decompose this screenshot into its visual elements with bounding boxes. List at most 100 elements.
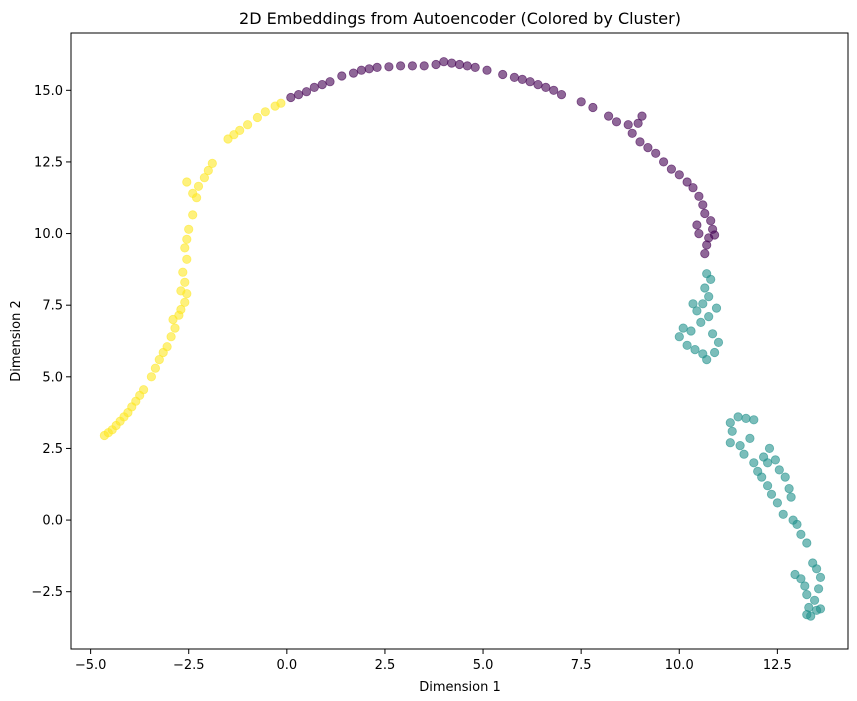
x-tick-label: 5.0 <box>473 658 494 673</box>
scatter-point-cluster-1 <box>702 240 712 250</box>
scatter-point-cluster-0 <box>170 323 180 333</box>
scatter-point-cluster-2 <box>809 595 820 605</box>
scatter-point-cluster-1 <box>682 177 692 187</box>
scatter-point-cluster-0 <box>193 181 204 191</box>
scatter-point-cluster-1 <box>674 170 684 180</box>
x-tick-label: 10.0 <box>665 658 694 673</box>
scatter-point-cluster-2 <box>796 529 806 540</box>
scatter-point-cluster-1 <box>301 87 312 97</box>
scatter-point-cluster-0 <box>252 112 262 123</box>
scatter-point-cluster-1 <box>706 216 716 226</box>
scatter-point-cluster-0 <box>176 304 186 315</box>
points-layer <box>99 57 826 621</box>
scatter-point-cluster-2 <box>770 455 781 465</box>
y-tick-label: 7.5 <box>42 299 63 314</box>
scatter-point-cluster-2 <box>690 344 700 355</box>
scatter-point-cluster-2 <box>682 340 692 350</box>
scatter-point-cluster-1 <box>627 128 637 138</box>
scatter-point-cluster-2 <box>815 572 826 583</box>
scatter-point-cluster-1 <box>694 229 704 239</box>
scatter-point-cluster-2 <box>778 509 788 519</box>
y-tick-label: 0.0 <box>42 514 63 529</box>
scatter-point-cluster-1 <box>447 58 457 68</box>
scatter-point-cluster-0 <box>235 125 245 135</box>
scatter-point-cluster-1 <box>337 71 347 81</box>
scatter-point-cluster-2 <box>762 458 773 468</box>
x-tick-label: 12.5 <box>763 658 792 673</box>
scatter-point-cluster-2 <box>692 306 702 316</box>
x-tick-label: −5.0 <box>75 658 107 673</box>
scatter-point-cluster-1 <box>395 61 406 71</box>
scatter-point-cluster-0 <box>178 267 188 277</box>
scatter-point-cluster-0 <box>166 332 176 342</box>
scatter-point-cluster-1 <box>576 97 586 107</box>
scatter-point-cluster-1 <box>372 62 382 73</box>
scatter-point-cluster-1 <box>549 85 559 95</box>
scatter-point-cluster-0 <box>162 342 172 352</box>
scatter-point-cluster-2 <box>749 458 759 468</box>
scatter-point-cluster-0 <box>180 243 190 253</box>
scatter-point-cluster-2 <box>762 481 773 491</box>
scatter-point-cluster-2 <box>725 418 735 428</box>
scatter-point-cluster-2 <box>698 299 708 309</box>
scatter-point-cluster-1 <box>658 157 669 167</box>
scatter-point-cluster-2 <box>802 538 812 548</box>
scatter-point-cluster-2 <box>811 564 822 574</box>
scatter-point-cluster-2 <box>780 472 790 482</box>
x-tick-label: −2.5 <box>173 658 205 673</box>
scatter-point-cluster-2 <box>802 589 812 600</box>
y-tick-label: 15.0 <box>34 84 63 99</box>
scatter-point-cluster-1 <box>462 61 472 71</box>
scatter-point-cluster-2 <box>674 332 684 342</box>
scatter-point-cluster-0 <box>276 98 286 108</box>
scatter-point-cluster-1 <box>317 80 327 90</box>
scatter-point-cluster-1 <box>454 59 465 70</box>
scatter-point-cluster-1 <box>439 57 449 67</box>
scatter-point-cluster-1 <box>709 230 720 240</box>
scatter-point-cluster-2 <box>784 483 794 494</box>
scatter-point-cluster-1 <box>635 137 645 147</box>
scatter-point-cluster-1 <box>603 111 614 121</box>
scatter-point-cluster-1 <box>633 118 643 128</box>
scatter-point-cluster-2 <box>815 604 826 614</box>
scatter-point-cluster-0 <box>188 188 198 198</box>
scatter-point-cluster-2 <box>711 303 722 313</box>
scatter-point-cluster-1 <box>694 191 704 201</box>
scatter-point-cluster-0 <box>207 158 217 168</box>
scatter-point-cluster-2 <box>745 433 755 443</box>
y-tick-label: −2.5 <box>31 585 63 600</box>
scatter-point-cluster-2 <box>700 283 710 293</box>
scatter-point-cluster-1 <box>517 74 527 85</box>
scatter-point-cluster-2 <box>707 329 718 339</box>
scatter-point-cluster-0 <box>154 354 164 365</box>
scatter-point-cluster-0 <box>182 234 192 244</box>
scatter-point-cluster-1 <box>498 69 508 80</box>
scatter-point-cluster-1 <box>692 220 702 230</box>
scatter-point-cluster-1 <box>364 64 374 74</box>
scatter-point-cluster-0 <box>150 363 160 373</box>
x-tick-label: 0.0 <box>276 658 297 673</box>
scatter-point-cluster-1 <box>541 82 551 93</box>
scatter-point-cluster-2 <box>766 489 777 499</box>
scatter-point-cluster-1 <box>525 77 535 87</box>
x-axis-label: Dimension 1 <box>419 680 501 695</box>
scatter-point-cluster-2 <box>772 498 783 508</box>
scatter-point-cluster-1 <box>482 65 492 75</box>
scatter-point-cluster-2 <box>713 337 724 347</box>
scatter-point-cluster-1 <box>293 90 304 100</box>
scatter-point-cluster-1 <box>431 59 441 70</box>
scatter-point-cluster-1 <box>623 120 633 130</box>
scatter-point-cluster-2 <box>702 354 712 365</box>
scatter-point-cluster-2 <box>813 584 824 594</box>
y-tick-label: 12.5 <box>34 155 63 170</box>
scatter-point-cluster-1 <box>688 183 698 193</box>
y-tick-label: 10.0 <box>34 227 63 242</box>
scatter-point-cluster-2 <box>764 443 775 453</box>
scatter-point-cluster-1 <box>556 90 567 100</box>
scatter-point-cluster-2 <box>706 274 716 284</box>
scatter-point-cluster-2 <box>735 440 745 451</box>
scatter-point-cluster-1 <box>356 65 366 75</box>
y-axis-label: Dimension 2 <box>9 300 24 382</box>
scatter-point-cluster-1 <box>286 92 296 103</box>
scatter-point-cluster-2 <box>678 323 688 333</box>
